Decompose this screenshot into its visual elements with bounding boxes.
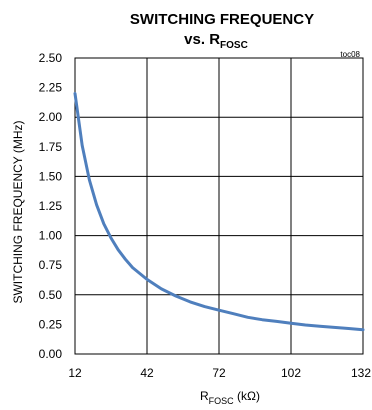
y-tick-label: 2.25 <box>39 81 63 95</box>
y-tick-label: 0.75 <box>39 258 63 272</box>
y-tick-label: 0.25 <box>39 317 63 331</box>
y-axis-label: SWITCHING FREQUENCY (MHz) <box>11 120 25 303</box>
y-tick-label: 0.00 <box>39 347 63 361</box>
x-tick-label: 102 <box>281 366 301 380</box>
series-line <box>73 92 365 332</box>
y-tick-label: 2.50 <box>39 51 63 65</box>
x-tick-label: 12 <box>68 366 82 380</box>
y-tick-label: 1.50 <box>39 169 63 183</box>
y-tick-label: 1.75 <box>39 140 63 154</box>
y-tick-labels: 0.00 0.25 0.50 0.75 1.00 1.25 1.50 1.75 2.00 2.25… <box>39 51 63 361</box>
chart-subtitle: vs. RFOSC <box>184 31 248 51</box>
y-tick-label: 1.00 <box>39 229 63 243</box>
y-tick-label: 2.00 <box>39 110 63 124</box>
chart-title: SWITCHING FREQUENCY <box>130 11 314 28</box>
figure-tag: toc08 <box>340 50 360 59</box>
y-tick-label: 0.50 <box>39 288 63 302</box>
plot-frame <box>74 57 364 355</box>
x-tick-label: 42 <box>140 366 154 380</box>
x-tick-labels: 12 42 72 102 132 <box>68 366 371 380</box>
x-tick-label: 132 <box>351 366 371 380</box>
y-tick-label: 1.25 <box>39 199 63 213</box>
x-tick-label: 72 <box>212 366 226 380</box>
x-axis-label: RFOSC (kΩ) <box>200 389 260 406</box>
